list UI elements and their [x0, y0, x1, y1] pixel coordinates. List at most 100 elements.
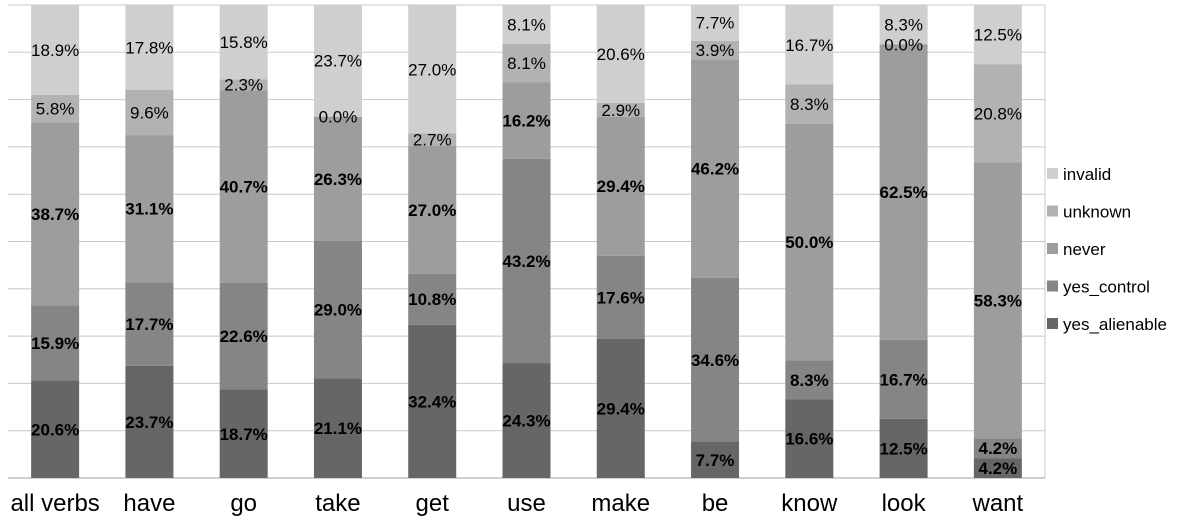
legend-swatch-unknown — [1047, 205, 1058, 217]
legend-label: yes_control — [1063, 278, 1150, 297]
data-label: 16.7% — [879, 370, 927, 389]
x-tick-label: have — [123, 490, 175, 517]
data-label: 2.7% — [413, 131, 452, 150]
bar-segment-invalid — [31, 5, 80, 95]
x-axis-tick-labels: all verbs have go take get use make be know look w… — [10, 490, 1023, 517]
data-label: 20.6% — [597, 45, 645, 64]
legend-label: never — [1063, 240, 1106, 259]
data-label: 43.2% — [502, 252, 550, 271]
data-label: 22.6% — [220, 327, 268, 346]
data-label: 12.5% — [974, 26, 1022, 45]
data-label: 0.0% — [884, 35, 923, 54]
legend-swatch-never — [1047, 243, 1058, 254]
bar-segment-yes_control — [408, 273, 457, 325]
bar-segment-invalid — [785, 5, 834, 85]
bar-segment-yes_control — [219, 282, 268, 390]
bar-segment-yes_control — [691, 277, 740, 442]
bar-segment-never — [879, 44, 928, 340]
x-tick-label: all verbs — [10, 490, 99, 517]
data-label: 62.5% — [879, 183, 927, 202]
data-label: 29.4% — [597, 399, 645, 418]
data-label: 2.9% — [601, 101, 640, 120]
data-label: 8.3% — [790, 371, 829, 390]
data-label: 58.3% — [974, 291, 1022, 310]
data-label: 18.9% — [31, 41, 79, 60]
bar-segment-yes_alienable — [785, 399, 834, 478]
data-label: 12.5% — [879, 439, 927, 458]
data-label: 29.0% — [314, 301, 362, 320]
bar-segment-yes_alienable — [502, 363, 551, 478]
bar-segment-unknown — [691, 40, 740, 60]
data-label: 50.0% — [785, 233, 833, 252]
bar-segment-invalid — [596, 5, 645, 103]
bar-segment-never — [502, 82, 551, 159]
data-label: 21.1% — [314, 419, 362, 438]
data-label: 15.8% — [220, 33, 268, 52]
data-label: 32.4% — [408, 392, 456, 411]
data-label: 16.6% — [785, 430, 833, 449]
bar-segment-invalid — [691, 4, 740, 41]
data-label: 15.9% — [31, 334, 79, 353]
bar-segment-yes_alienable — [408, 324, 457, 478]
bar-segment-unknown — [973, 64, 1022, 163]
bar-segment-yes_control — [502, 158, 551, 364]
data-label: 27.0% — [408, 60, 456, 79]
data-label: 4.2% — [978, 459, 1017, 478]
legend-swatch-invalid — [1047, 168, 1058, 179]
data-label: 9.6% — [130, 103, 169, 122]
x-tick-label: go — [230, 490, 257, 517]
data-label: 8.1% — [507, 16, 546, 35]
bar-segment-invalid — [502, 5, 551, 44]
data-label: 24.3% — [502, 412, 550, 431]
data-labels: 20.6% 15.9% 38.7% 5.8% 18.9% 23.7% 17.7% 31.1% 9… — [31, 14, 1022, 478]
data-label: 38.7% — [31, 205, 79, 224]
bar-segment-yes_alienable — [31, 380, 80, 478]
bar-segment-yes_control — [313, 241, 362, 379]
bar-segment-yes_control — [879, 339, 928, 419]
x-tick-label: be — [702, 490, 729, 517]
bar-segment-yes_alienable — [596, 338, 645, 478]
data-label: 10.8% — [408, 290, 456, 309]
data-label: 4.2% — [978, 439, 1017, 458]
bar-segment-never — [973, 162, 1022, 439]
bar-segment-invalid — [125, 5, 174, 90]
bar-segment-never — [785, 123, 834, 361]
bar-segment-yes_control — [785, 360, 834, 400]
bar-segment-invalid — [973, 5, 1022, 65]
bar-segment-unknown — [596, 102, 645, 117]
bar-segment-yes_alienable — [879, 418, 928, 478]
data-label: 7.7% — [696, 14, 735, 33]
data-label: 18.7% — [220, 425, 268, 444]
x-tick-label: know — [781, 490, 838, 517]
data-label: 17.6% — [597, 288, 645, 307]
bar-segment-yes_control — [125, 282, 174, 366]
bar-segment-yes_control — [596, 255, 645, 339]
bar-segment-unknown — [219, 79, 268, 91]
x-tick-label: look — [882, 490, 927, 517]
x-tick-label: want — [972, 490, 1024, 517]
data-label: 3.9% — [696, 41, 735, 60]
legend-label: yes_alienable — [1063, 315, 1167, 334]
bar-segment-unknown — [785, 84, 834, 124]
bar-segment-unknown — [31, 94, 80, 123]
x-tick-label: make — [591, 490, 650, 517]
data-label: 46.2% — [691, 160, 739, 179]
data-label: 20.6% — [31, 420, 79, 439]
bar-segment-never — [408, 145, 457, 274]
data-label: 23.7% — [314, 52, 362, 71]
bar-segment-invalid — [879, 5, 928, 45]
data-label: 27.0% — [408, 201, 456, 220]
bar-segment-unknown — [502, 43, 551, 83]
bar-segment-yes_alienable — [125, 365, 174, 478]
bar-segment-invalid — [219, 4, 268, 80]
bar-segment-yes_alienable — [219, 389, 268, 478]
bar-segment-never — [691, 59, 740, 278]
data-label: 0.0% — [319, 108, 358, 127]
bar-segment-yes_alienable — [691, 441, 740, 478]
legend-swatch-yes_alienable — [1047, 318, 1058, 329]
bar-segment-yes_control — [973, 438, 1022, 459]
legend: invalid unknown never yes_control yes_aliena… — [1047, 165, 1167, 334]
bar-segment-invalid — [313, 4, 362, 117]
bar-segment-never — [31, 122, 80, 306]
